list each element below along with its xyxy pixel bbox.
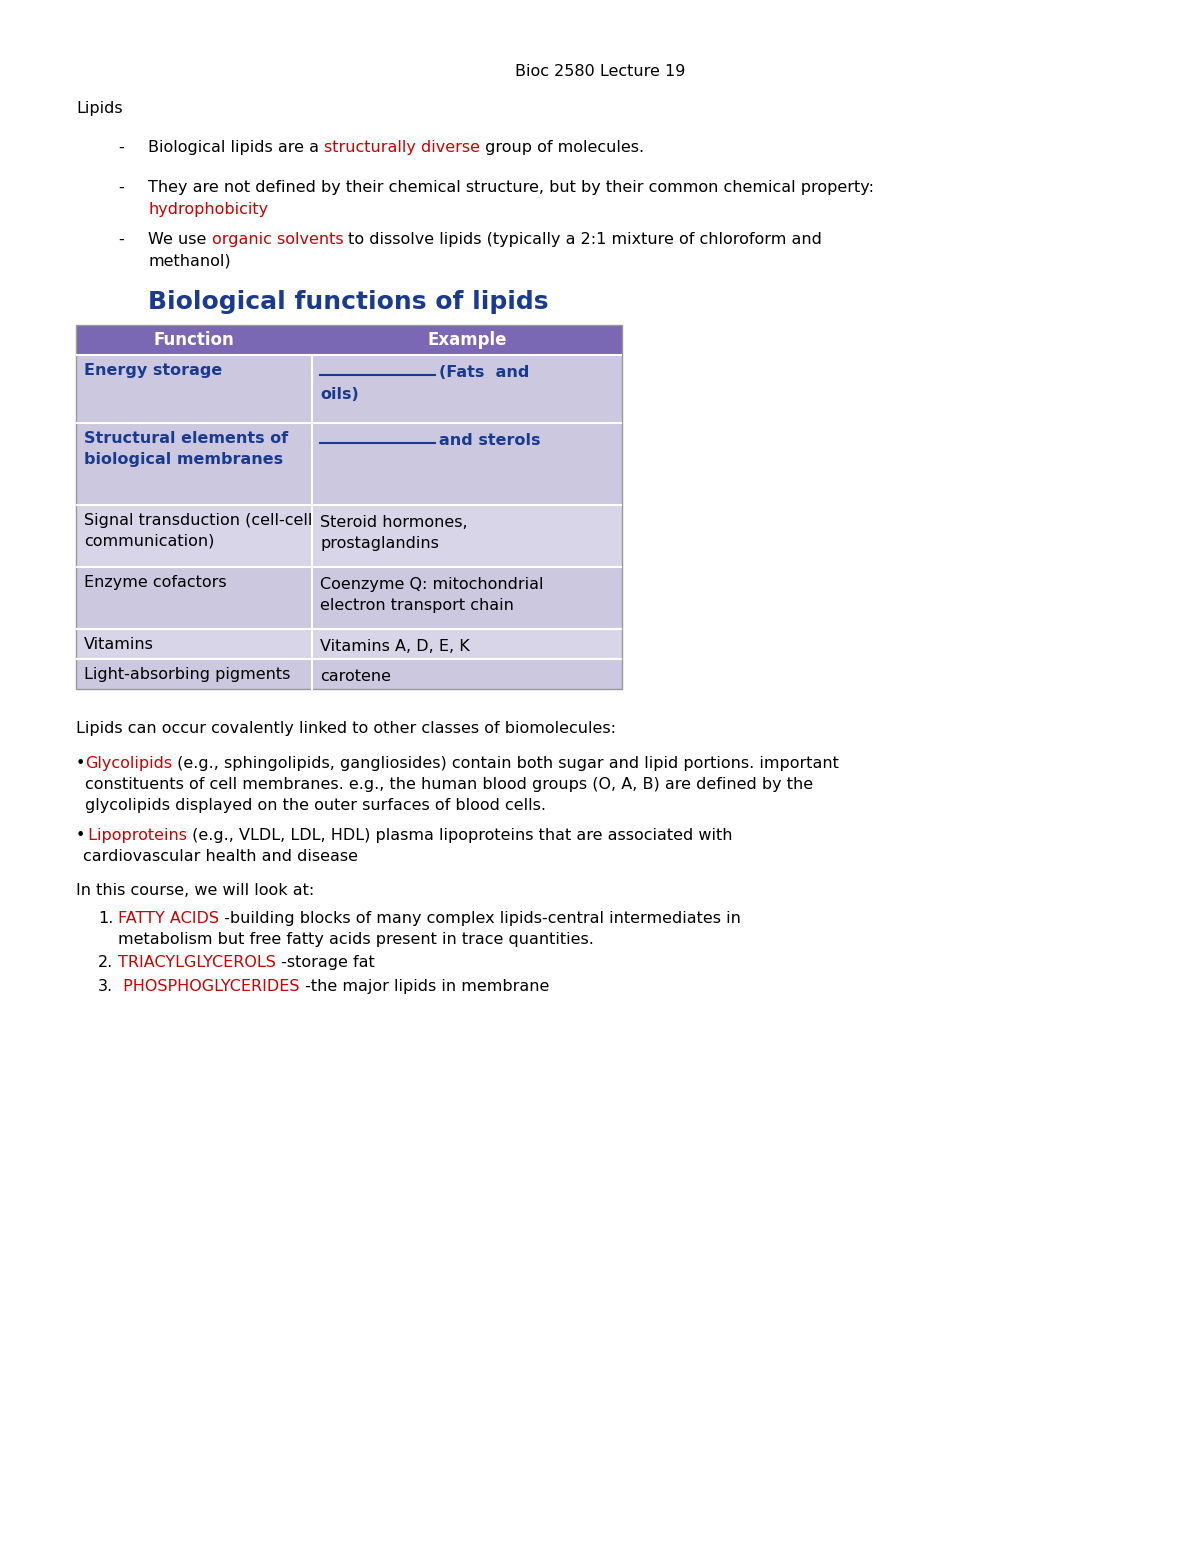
Text: Enzyme cofactors: Enzyme cofactors	[84, 575, 227, 590]
Text: methanol): methanol)	[148, 255, 230, 269]
Text: -building blocks of many complex lipids-central intermediates in: -building blocks of many complex lipids-…	[220, 912, 740, 926]
Text: Steroid hormones,
prostaglandins: Steroid hormones, prostaglandins	[320, 516, 468, 551]
Text: (Fats  and: (Fats and	[439, 365, 529, 380]
Text: -the major lipids in membrane: -the major lipids in membrane	[300, 978, 548, 994]
Text: Coenzyme Q: mitochondrial
electron transport chain: Coenzyme Q: mitochondrial electron trans…	[320, 578, 544, 613]
Text: oils): oils)	[320, 387, 359, 402]
Bar	[312, 422, 622, 505]
Text: hydrophobicity: hydrophobicity	[148, 202, 268, 217]
Bar	[312, 505, 622, 567]
Text: TRIACYLGLYCEROLS: TRIACYLGLYCEROLS	[118, 955, 276, 971]
Bar	[76, 422, 312, 505]
Text: and sterols: and sterols	[439, 433, 540, 447]
Text: Lipoproteins: Lipoproteins	[83, 828, 187, 843]
Text: Vitamins A, D, E, K: Vitamins A, D, E, K	[320, 638, 469, 654]
Text: Function: Function	[154, 331, 234, 349]
Bar	[312, 325, 622, 356]
Text: FATTY ACIDS: FATTY ACIDS	[118, 912, 220, 926]
Text: (e.g., VLDL, LDL, HDL) plasma lipoproteins that are associated with: (e.g., VLDL, LDL, HDL) plasma lipoprotei…	[187, 828, 732, 843]
Text: -storage fat: -storage fat	[276, 955, 374, 971]
Text: Light-absorbing pigments: Light-absorbing pigments	[84, 666, 290, 682]
Text: (e.g., sphingolipids, gangliosides) contain both sugar and lipid portions. impor: (e.g., sphingolipids, gangliosides) cont…	[172, 756, 839, 770]
Text: Glycolipids: Glycolipids	[85, 756, 172, 770]
Text: Lipids: Lipids	[76, 101, 122, 115]
Bar	[312, 567, 622, 629]
Text: Biological functions of lipids: Biological functions of lipids	[148, 290, 548, 314]
Bar	[76, 658, 312, 690]
Text: cardiovascular health and disease: cardiovascular health and disease	[83, 849, 358, 863]
Text: Energy storage: Energy storage	[84, 363, 222, 377]
Bar	[76, 505, 312, 567]
Text: to dissolve lipids (typically a 2:1 mixture of chloroform and: to dissolve lipids (typically a 2:1 mixt…	[343, 231, 822, 247]
Text: structurally diverse: structurally diverse	[324, 140, 480, 155]
Bar	[312, 356, 622, 422]
Bar	[76, 325, 312, 356]
Text: organic solvents: organic solvents	[211, 231, 343, 247]
Bar	[312, 658, 622, 690]
Text: We use: We use	[148, 231, 211, 247]
Bar	[76, 356, 312, 422]
Text: constituents of cell membranes. e.g., the human blood groups (O, A, B) are defin: constituents of cell membranes. e.g., th…	[85, 776, 814, 792]
Text: group of molecules.: group of molecules.	[480, 140, 644, 155]
Text: Vitamins: Vitamins	[84, 637, 154, 652]
Text: Signal transduction (cell-cell
communication): Signal transduction (cell-cell communica…	[84, 512, 312, 550]
Text: They are not defined by their chemical structure, but by their common chemical p: They are not defined by their chemical s…	[148, 180, 874, 196]
Text: -: -	[118, 140, 124, 155]
Text: carotene: carotene	[320, 669, 391, 683]
Bar	[312, 629, 622, 658]
Bar	[76, 325, 622, 690]
Text: 1.: 1.	[98, 912, 113, 926]
Bar	[76, 629, 312, 658]
Text: Lipids can occur covalently linked to other classes of biomolecules:: Lipids can occur covalently linked to ot…	[76, 721, 616, 736]
Text: -: -	[118, 231, 124, 247]
Text: glycolipids displayed on the outer surfaces of blood cells.: glycolipids displayed on the outer surfa…	[85, 798, 546, 814]
Text: In this course, we will look at:: In this course, we will look at:	[76, 884, 314, 898]
Text: •: •	[76, 828, 85, 843]
Text: Biological lipids are a: Biological lipids are a	[148, 140, 324, 155]
Text: Example: Example	[427, 331, 506, 349]
Text: metabolism but free fatty acids present in trace quantities.: metabolism but free fatty acids present …	[118, 932, 594, 947]
Text: Bioc 2580 Lecture 19: Bioc 2580 Lecture 19	[515, 65, 685, 79]
Text: •: •	[76, 756, 85, 770]
Text: 3.: 3.	[98, 978, 113, 994]
Text: 2.: 2.	[98, 955, 113, 971]
Bar	[76, 567, 312, 629]
Text: Structural elements of
biological membranes: Structural elements of biological membra…	[84, 432, 288, 467]
Text: PHOSPHOGLYCERIDES: PHOSPHOGLYCERIDES	[118, 978, 300, 994]
Text: -: -	[118, 180, 124, 196]
